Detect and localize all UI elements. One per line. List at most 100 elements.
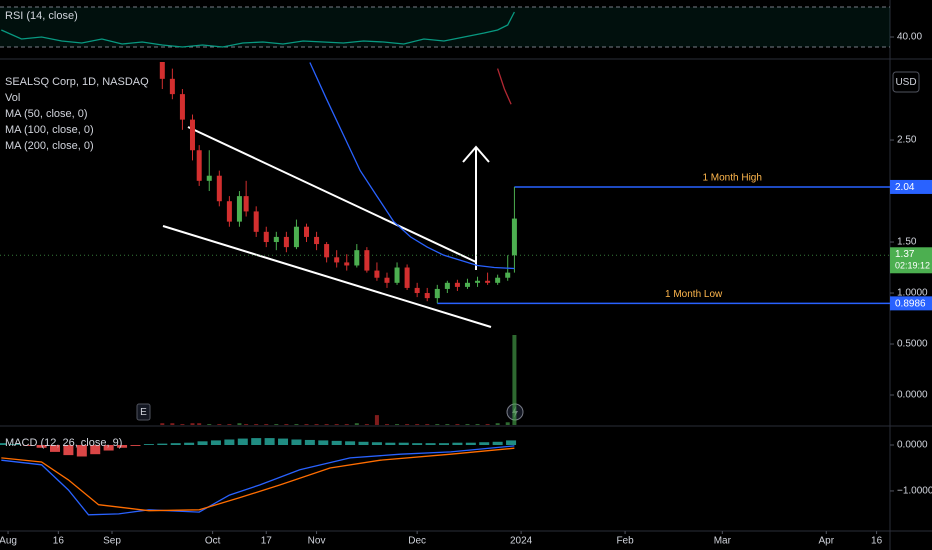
- histogram-bar: [291, 439, 302, 445]
- volume-bar: [354, 423, 359, 425]
- rsi-title: RSI (14, close): [5, 10, 78, 22]
- volume-bar: [314, 424, 319, 425]
- histogram-bar: [224, 439, 235, 445]
- candle-body: [384, 277, 390, 283]
- last-price-box: [890, 247, 932, 274]
- candle-body: [253, 211, 259, 232]
- level-label: 1 Month High: [702, 173, 761, 184]
- volume-bar: [197, 423, 202, 425]
- volume-bar: [254, 424, 259, 425]
- candle-body: [273, 236, 279, 243]
- candle-body: [304, 226, 310, 237]
- histogram-bar: [358, 441, 369, 445]
- volume-bar: [207, 424, 212, 425]
- y-tick-label: −1.0000: [897, 486, 932, 497]
- legend-entry: Vol: [5, 92, 20, 104]
- histogram-bar: [465, 442, 476, 445]
- earnings-icon[interactable]: [136, 403, 151, 421]
- histogram-bar: [452, 442, 463, 445]
- histogram-bar: [157, 443, 168, 445]
- level-label: 1 Month Low: [665, 289, 723, 300]
- volume-bar: [384, 424, 389, 425]
- volume-bar: [395, 424, 400, 425]
- histogram-bar: [130, 445, 141, 446]
- histogram-bar: [251, 438, 262, 445]
- candle-body: [511, 218, 517, 256]
- candle-body: [283, 236, 289, 248]
- histogram-bar: [385, 442, 396, 445]
- pane: [0, 438, 517, 516]
- candle-body: [196, 150, 202, 181]
- histogram-bar: [492, 441, 503, 445]
- histogram-bar: [304, 439, 315, 445]
- x-tick-label: 2024: [510, 536, 533, 547]
- candle-body: [364, 250, 370, 271]
- histogram-bar: [184, 442, 195, 445]
- pane: 1 Month High 1 Month Low: [0, 62, 890, 425]
- histogram-bar: [438, 443, 449, 445]
- candle-body: [189, 119, 195, 151]
- candle-body: [424, 293, 430, 299]
- histogram-bar: [331, 440, 342, 445]
- x-tick-label: Feb: [616, 536, 634, 547]
- volume-bar: [324, 424, 329, 425]
- histogram-bar: [371, 442, 382, 445]
- volume-bar: [264, 424, 269, 425]
- earnings-icon-label: E: [140, 407, 147, 418]
- line-series: [1, 11, 515, 48]
- volume-bar: [364, 424, 369, 425]
- volume-bar: [160, 423, 165, 425]
- histogram-bar: [76, 445, 87, 457]
- candle-body: [216, 175, 222, 202]
- candle-body: [354, 250, 360, 266]
- legend-entry: MA (200, close, 0): [5, 140, 94, 152]
- volume-bar: [485, 424, 490, 425]
- legend-entry: MA (50, close, 0): [5, 108, 88, 120]
- volume-bar: [304, 424, 309, 425]
- volume-bar: [180, 424, 185, 425]
- volume-bar: [274, 424, 279, 425]
- line-series: [1, 447, 515, 512]
- volume-bar: [217, 424, 222, 425]
- histogram-bar: [237, 438, 248, 445]
- y-tick-label: 0.0000: [897, 440, 928, 451]
- histogram-bar: [398, 442, 409, 445]
- histogram-bar: [90, 445, 101, 455]
- volume-bar: [334, 424, 339, 425]
- volume-bar: [455, 424, 460, 425]
- candle-body: [475, 280, 481, 283]
- volume-bar: [344, 424, 349, 425]
- histogram-bar: [49, 445, 60, 452]
- candle-body: [344, 262, 350, 266]
- histogram-bar: [117, 445, 128, 448]
- candle-body: [179, 94, 185, 120]
- histogram-bar: [264, 438, 275, 445]
- volume-bar: [475, 424, 480, 425]
- x-tick-label: Oct: [205, 536, 221, 547]
- candle-body: [243, 196, 249, 212]
- currency: USD: [895, 77, 916, 88]
- volume-bar: [237, 423, 242, 425]
- candle-body: [464, 282, 470, 287]
- histogram-bar: [425, 443, 436, 445]
- candle-body: [374, 270, 380, 278]
- histogram-bar: [23, 445, 34, 446]
- price-axis: 40.00 2.50 1.50 1.0000 0.5000 0.0000 2.04 0.898…: [890, 32, 932, 497]
- currency-box[interactable]: [892, 71, 920, 93]
- volume-bar: [374, 415, 379, 425]
- histogram-bar: [36, 445, 47, 448]
- candle-body: [394, 267, 400, 283]
- volume-bar: [244, 424, 249, 425]
- line-series: [1, 445, 515, 516]
- y-tick-label: 0.5000: [897, 339, 928, 350]
- histogram-bar: [143, 444, 154, 445]
- candle-body: [324, 244, 330, 258]
- histogram-bar: [0, 443, 7, 445]
- candle-body: [236, 196, 242, 222]
- x-tick-label: Aug: [0, 536, 17, 547]
- candle-body: [169, 78, 175, 95]
- candle-body: [404, 267, 410, 288]
- histogram-bar: [479, 442, 490, 445]
